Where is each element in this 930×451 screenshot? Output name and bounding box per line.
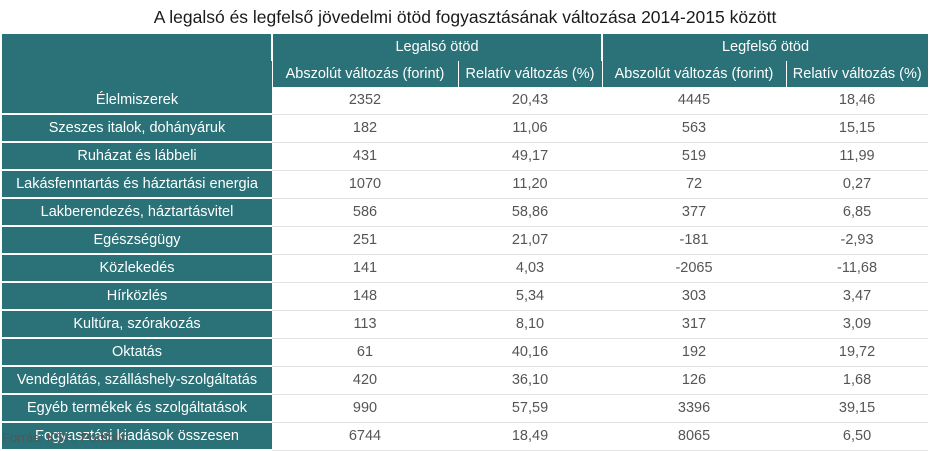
row-label: Kultúra, szórakozás [2, 310, 272, 339]
table-row: Vendéglátás, szálláshely-szolgáltatás 420… [2, 366, 929, 395]
column-header: Relatív változás (%) [785, 60, 929, 87]
row-label: Fogyasztási kiadások összesen [2, 422, 272, 451]
table-row: Kultúra, szórakozás 113 8,10 317 3,09 [2, 310, 929, 339]
table-cell: 113 [272, 310, 458, 339]
table-cell: 303 [602, 282, 787, 311]
table-cell: 8,10 [458, 310, 603, 339]
table-cell: 15,15 [786, 114, 929, 143]
table-row: Hírközlés 148 5,34 303 3,47 [2, 282, 929, 311]
row-label: Lakásfenntartás és háztartási energia [2, 170, 272, 199]
table-cell: 11,06 [458, 114, 603, 143]
table-cell: 182 [272, 114, 458, 143]
table-cell: 36,10 [458, 366, 603, 395]
table-cell: 8065 [602, 422, 787, 451]
table-cell: 431 [272, 142, 458, 171]
source-note: Forrás: KSH, Portfolio [2, 430, 129, 445]
row-label: Egészségügy [2, 226, 272, 255]
table-cell: -2,93 [786, 226, 929, 255]
table-cell: 990 [272, 394, 458, 423]
table-row: Szeszes italok, dohányáruk 182 11,06 563 15,… [2, 114, 929, 143]
table-cell: 251 [272, 226, 458, 255]
group-header-highest: Legfelső ötöd [601, 34, 929, 61]
table-cell: 6,85 [786, 198, 929, 227]
group-header-lowest: Legalsó ötöd [270, 34, 603, 61]
table-cell: 5,34 [458, 282, 603, 311]
table-cell: 18,46 [786, 87, 929, 115]
header-corner [2, 34, 272, 61]
table-cell: 126 [602, 366, 787, 395]
row-label: Egyéb termékek és szolgáltatások [2, 394, 272, 423]
table-cell: 3,09 [786, 310, 929, 339]
table-cell: 19,72 [786, 338, 929, 367]
row-label: Vendéglátás, szálláshely-szolgáltatás [2, 366, 272, 395]
table-row: Lakberendezés, háztartásvitel 586 58,86 377… [2, 198, 929, 227]
table-cell: 377 [602, 198, 787, 227]
row-label: Ruházat és lábbeli [2, 142, 272, 171]
column-header: Relatív változás (%) [457, 60, 603, 87]
table-cell: 57,59 [458, 394, 603, 423]
table-cell: -2065 [602, 254, 787, 283]
table-cell: 20,43 [458, 87, 603, 115]
table-cell: -11,68 [786, 254, 929, 283]
table-cell: 6744 [272, 422, 458, 451]
table-row: Oktatás 61 40,16 192 19,72 [2, 338, 929, 367]
table-cell: 58,86 [458, 198, 603, 227]
table-cell: 420 [272, 366, 458, 395]
table-cell: 563 [602, 114, 787, 143]
table-cell: 18,49 [458, 422, 603, 451]
table-cell: 49,17 [458, 142, 603, 171]
header-column-row: Abszolút változás (forint) Relatív válto… [2, 60, 929, 87]
table-cell: 40,16 [458, 338, 603, 367]
header-corner-sub [2, 60, 272, 87]
row-label: Közlekedés [2, 254, 272, 283]
table-cell: 4,03 [458, 254, 603, 283]
row-label: Élelmiszerek [2, 87, 272, 115]
table-cell: 4445 [602, 87, 787, 115]
data-table: Legalsó ötöd Legfelső ötöd Abszolút vált… [2, 34, 929, 451]
table-row: Egészségügy 251 21,07 -181 -2,93 [2, 226, 929, 255]
table-body: Élelmiszerek 2352 20,43 4445 18,46 Szeszes it… [2, 87, 929, 451]
table-cell: 519 [602, 142, 787, 171]
table-cell: 11,99 [786, 142, 929, 171]
table-row: Fogyasztási kiadások összesen 6744 18,49 80… [2, 422, 929, 451]
row-label: Hírközlés [2, 282, 272, 311]
table-cell: 0,27 [786, 170, 929, 199]
table-cell: 11,20 [458, 170, 603, 199]
header-group-row: Legalsó ötöd Legfelső ötöd [2, 34, 929, 61]
table-cell: 6,50 [786, 422, 929, 451]
table-cell: 3396 [602, 394, 787, 423]
row-label: Szeszes italok, dohányáruk [2, 114, 272, 143]
table-cell: 2352 [272, 87, 458, 115]
chart-title: A legalsó és legfelső jövedelmi ötöd fog… [153, 7, 777, 27]
table-row: Lakásfenntartás és háztartási energia 107… [2, 170, 929, 199]
column-header: Abszolút változás (forint) [271, 60, 458, 87]
row-label: Lakberendezés, háztartásvitel [2, 198, 272, 227]
row-label: Oktatás [2, 338, 272, 367]
table-row: Egyéb termékek és szolgáltatások 990 57,59… [2, 394, 929, 423]
table-row: Élelmiszerek 2352 20,43 4445 18,46 [2, 87, 929, 115]
table-cell: 3,47 [786, 282, 929, 311]
table-cell: 192 [602, 338, 787, 367]
table-cell: 1,68 [786, 366, 929, 395]
table-cell: 39,15 [786, 394, 929, 423]
table-cell: 1070 [272, 170, 458, 199]
column-header: Abszolút változás (forint) [601, 60, 787, 87]
table-cell: 141 [272, 254, 458, 283]
table-row: Ruházat és lábbeli 431 49,17 519 11,99 [2, 142, 929, 171]
table-cell: 61 [272, 338, 458, 367]
table-cell: 72 [602, 170, 787, 199]
table-cell: -181 [602, 226, 787, 255]
table-cell: 148 [272, 282, 458, 311]
table-cell: 21,07 [458, 226, 603, 255]
table-cell: 586 [272, 198, 458, 227]
table-cell: 317 [602, 310, 787, 339]
table-row: Közlekedés 141 4,03 -2065 -11,68 [2, 254, 929, 283]
